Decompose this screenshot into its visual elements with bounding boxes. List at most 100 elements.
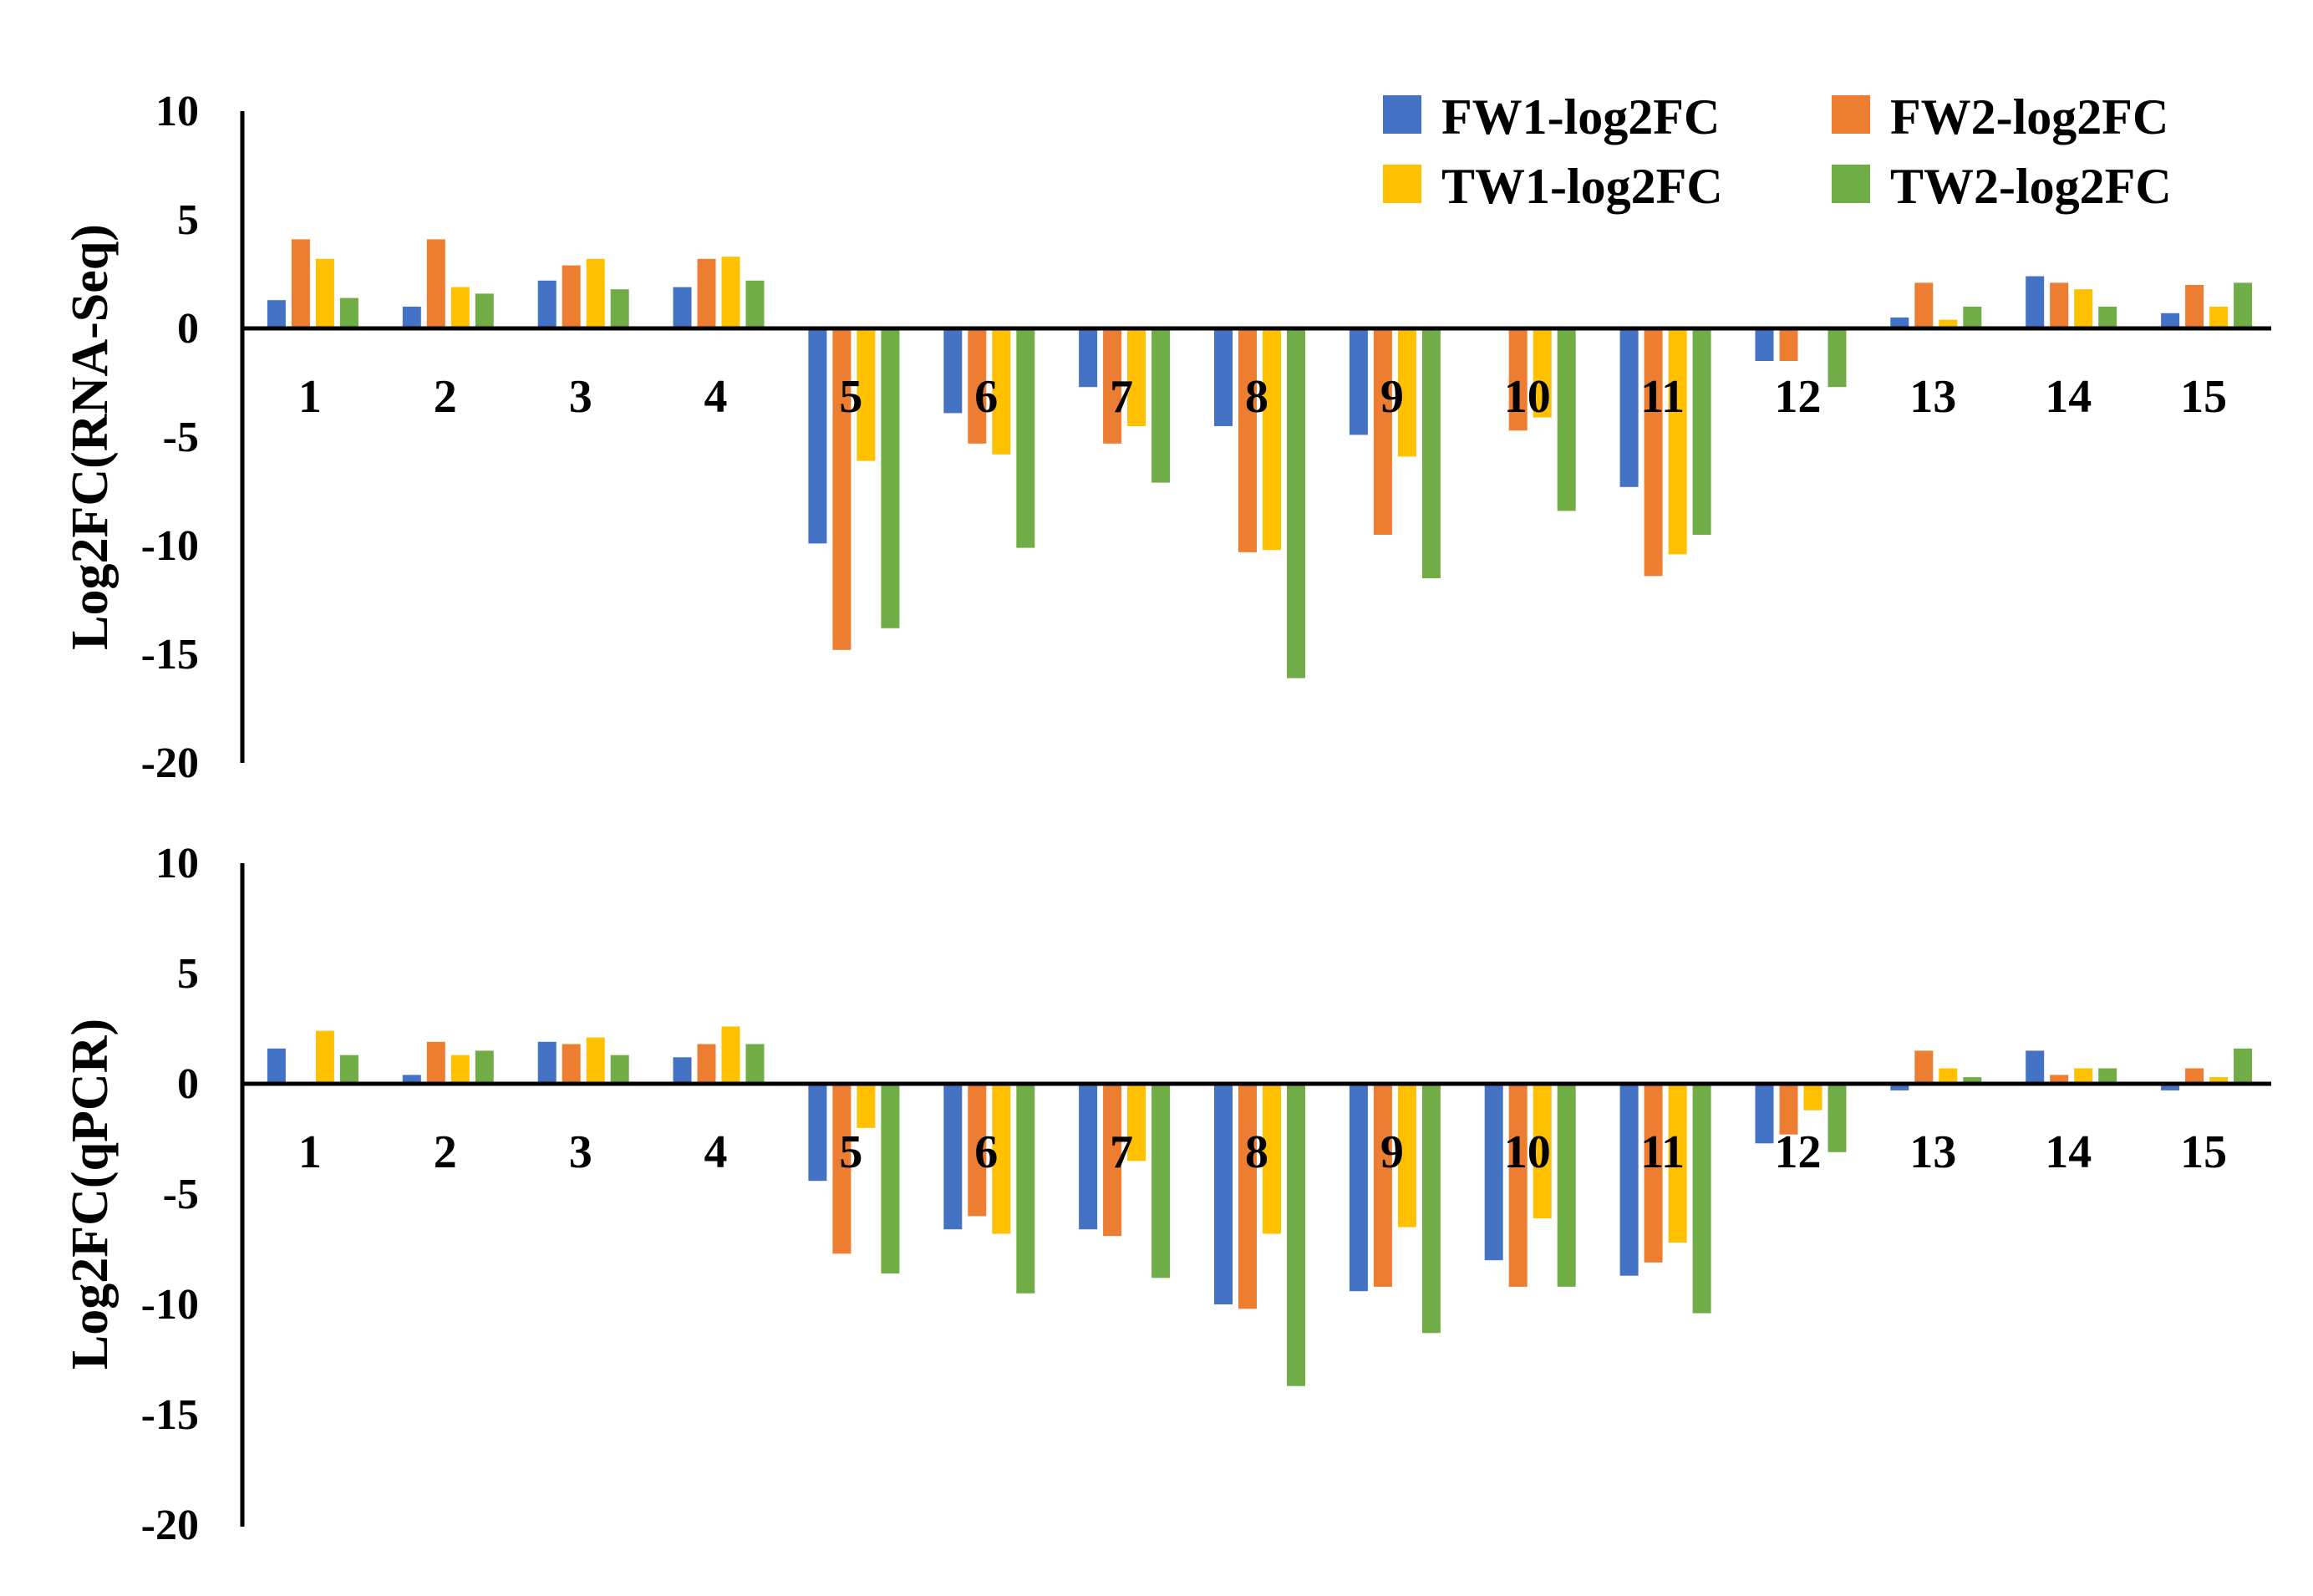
- category-label: 10: [1504, 1126, 1551, 1178]
- bar-FW2-log2FC-cat-15: [2185, 1068, 2204, 1084]
- bar-TW2-log2FC-cat-6: [1016, 328, 1035, 548]
- category-label: 14: [2045, 1126, 2092, 1178]
- bar-TW2-log2FC-cat-5: [881, 1084, 900, 1273]
- bar-FW1-log2FC-cat-5: [808, 328, 827, 544]
- bar-TW1-log2FC-cat-10: [1533, 1084, 1552, 1218]
- bar-TW2-log2FC-cat-14: [2098, 307, 2117, 328]
- bar-TW2-log2FC-cat-10: [1557, 328, 1576, 511]
- bar-FW1-log2FC-cat-1: [267, 1048, 286, 1084]
- bar-FW1-log2FC-cat-8: [1214, 1084, 1233, 1304]
- bar-TW2-log2FC-cat-8: [1287, 1084, 1305, 1386]
- bar-FW2-log2FC-cat-10: [1508, 1084, 1528, 1287]
- bar-TW2-log2FC-cat-14: [2098, 1068, 2117, 1084]
- y-tick-label: -20: [141, 1502, 199, 1549]
- bar-TW1-log2FC-cat-4: [721, 257, 740, 328]
- bar-TW1-log2FC-cat-13: [1939, 319, 1958, 328]
- bar-TW1-log2FC-cat-3: [586, 1037, 605, 1084]
- bar-FW1-log2FC-cat-11: [1619, 1084, 1639, 1276]
- y-axis-title: Log2FC(qPCR): [62, 1019, 119, 1370]
- bar-FW2-log2FC-cat-8: [1238, 328, 1257, 552]
- bar-TW2-log2FC-cat-12: [1828, 328, 1847, 388]
- bar-FW1-log2FC-cat-13: [1890, 1084, 1909, 1090]
- bar-FW1-log2FC-cat-2: [402, 1075, 421, 1084]
- bar-FW2-log2FC-cat-11: [1644, 1084, 1663, 1263]
- bar-TW2-log2FC-cat-7: [1151, 328, 1171, 483]
- bar-TW1-log2FC-cat-1: [315, 258, 334, 328]
- bar-FW2-log2FC-cat-13: [1914, 1050, 1934, 1084]
- bar-FW2-log2FC-cat-12: [1779, 1084, 1798, 1135]
- category-label: 13: [1909, 371, 1956, 423]
- bar-TW2-log2FC-cat-5: [881, 328, 900, 628]
- bar-TW1-log2FC-cat-15: [2209, 1077, 2229, 1084]
- bar-TW2-log2FC-cat-8: [1287, 328, 1305, 679]
- bar-TW1-log2FC-cat-14: [2074, 1068, 2093, 1084]
- bar-FW2-log2FC-cat-4: [697, 1044, 716, 1084]
- legend-swatch: [1832, 95, 1870, 134]
- y-tick-label: 0: [177, 1060, 199, 1108]
- category-label: 13: [1909, 1126, 1956, 1178]
- bar-FW1-log2FC-cat-1: [267, 300, 286, 328]
- bar-TW2-log2FC-cat-2: [475, 293, 494, 328]
- bar-FW1-log2FC-cat-9: [1349, 1084, 1368, 1292]
- category-label: 9: [1380, 371, 1404, 423]
- bar-FW2-log2FC-cat-6: [968, 328, 987, 444]
- bar-TW1-log2FC-cat-11: [1668, 1084, 1687, 1243]
- bar-FW1-log2FC-cat-4: [673, 287, 692, 328]
- bar-FW2-log2FC-cat-7: [1103, 328, 1122, 444]
- bar-TW1-log2FC-cat-5: [857, 328, 876, 461]
- bar-FW2-log2FC-cat-5: [832, 1084, 851, 1254]
- bar-FW2-log2FC-cat-5: [832, 328, 851, 650]
- category-label: 3: [569, 371, 592, 423]
- y-tick-label: -20: [141, 740, 199, 787]
- bar-TW1-log2FC-cat-5: [857, 1084, 876, 1128]
- legend-label: FW2-log2FC: [1890, 89, 2168, 145]
- category-label: 5: [839, 1126, 862, 1178]
- bar-FW2-log2FC-cat-9: [1373, 1084, 1392, 1287]
- y-tick-label: -5: [163, 414, 199, 461]
- y-tick-label: 0: [177, 305, 199, 353]
- legend-swatch: [1383, 165, 1421, 203]
- bar-TW1-log2FC-cat-2: [450, 1055, 470, 1084]
- bar-TW1-log2FC-cat-6: [992, 328, 1011, 455]
- bar-TW2-log2FC-cat-3: [610, 1055, 629, 1084]
- bar-TW1-log2FC-cat-3: [586, 258, 605, 328]
- category-label: 8: [1245, 1126, 1268, 1178]
- bar-FW1-log2FC-cat-12: [1755, 328, 1774, 361]
- bar-TW2-log2FC-cat-1: [339, 297, 358, 328]
- bar-FW1-log2FC-cat-4: [673, 1057, 692, 1084]
- bar-TW2-log2FC-cat-1: [339, 1055, 358, 1084]
- bar-FW2-log2FC-cat-4: [697, 258, 716, 328]
- category-label: 4: [704, 1126, 728, 1178]
- bar-TW2-log2FC-cat-7: [1151, 1084, 1171, 1278]
- category-label: 5: [839, 371, 862, 423]
- bar-FW1-log2FC-cat-13: [1890, 318, 1909, 328]
- bar-FW2-log2FC-cat-3: [562, 1044, 581, 1084]
- category-label: 9: [1380, 1126, 1404, 1178]
- category-label: 3: [569, 1126, 592, 1178]
- y-axis-title: Log2FC(RNA-Seq): [62, 224, 119, 650]
- y-tick-label: 5: [177, 950, 199, 998]
- bar-TW2-log2FC-cat-4: [745, 1044, 765, 1084]
- bar-FW1-log2FC-cat-10: [1484, 1084, 1503, 1261]
- bar-TW2-log2FC-cat-10: [1557, 1084, 1576, 1287]
- bar-FW2-log2FC-cat-10: [1508, 328, 1528, 431]
- bar-TW1-log2FC-cat-13: [1939, 1068, 1958, 1084]
- legend-label: FW1-log2FC: [1441, 89, 1720, 145]
- bar-FW2-log2FC-cat-14: [2050, 1075, 2069, 1084]
- category-label: 11: [1640, 1126, 1685, 1178]
- bar-FW1-log2FC-cat-11: [1619, 328, 1639, 487]
- bar-FW2-log2FC-cat-7: [1103, 1084, 1122, 1237]
- bar-TW1-log2FC-cat-10: [1533, 328, 1552, 418]
- bar-TW2-log2FC-cat-9: [1421, 328, 1441, 578]
- bar-FW1-log2FC-cat-3: [537, 1041, 557, 1084]
- bar-TW2-log2FC-cat-11: [1692, 328, 1711, 535]
- category-label: 14: [2045, 371, 2092, 423]
- bar-TW1-log2FC-cat-15: [2209, 307, 2229, 328]
- legend: FW1-log2FC FW2-log2FC TW1-log2FC TW2-log2FC: [1383, 89, 2172, 214]
- bar-FW2-log2FC-cat-2: [426, 239, 445, 328]
- bar-FW2-log2FC-cat-6: [968, 1084, 987, 1217]
- bar-FW1-log2FC-cat-15: [2161, 313, 2180, 328]
- legend-label: TW1-log2FC: [1441, 159, 1723, 214]
- y-tick-label: -10: [141, 1281, 199, 1329]
